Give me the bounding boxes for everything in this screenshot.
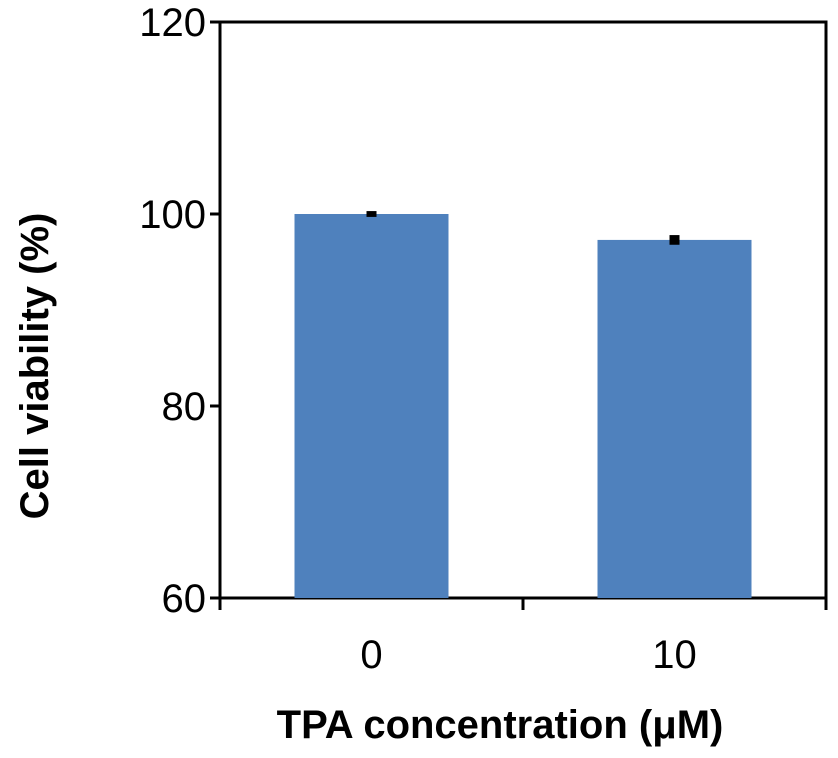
y-tick-label-80: 80 bbox=[162, 385, 207, 429]
y-tick-label-60: 60 bbox=[162, 577, 207, 621]
y-tick-label-120: 120 bbox=[139, 1, 206, 45]
x-axis: 0 10 bbox=[218, 598, 828, 677]
bar-0 bbox=[294, 214, 449, 598]
error-bars-group bbox=[366, 211, 680, 245]
bars-group bbox=[294, 214, 752, 599]
error-cap-0 bbox=[366, 211, 377, 217]
x-tick-label-0: 0 bbox=[360, 633, 382, 677]
y-axis: 60 80 100 120 bbox=[139, 1, 220, 621]
bar-10 bbox=[597, 239, 752, 599]
y-tick-label-100: 100 bbox=[139, 193, 206, 237]
y-axis-title: Cell viability (%) bbox=[13, 213, 57, 520]
error-cap-10 bbox=[669, 235, 680, 245]
x-axis-title: TPA concentration (μM) bbox=[277, 703, 724, 747]
x-tick-label-10: 10 bbox=[652, 633, 697, 677]
